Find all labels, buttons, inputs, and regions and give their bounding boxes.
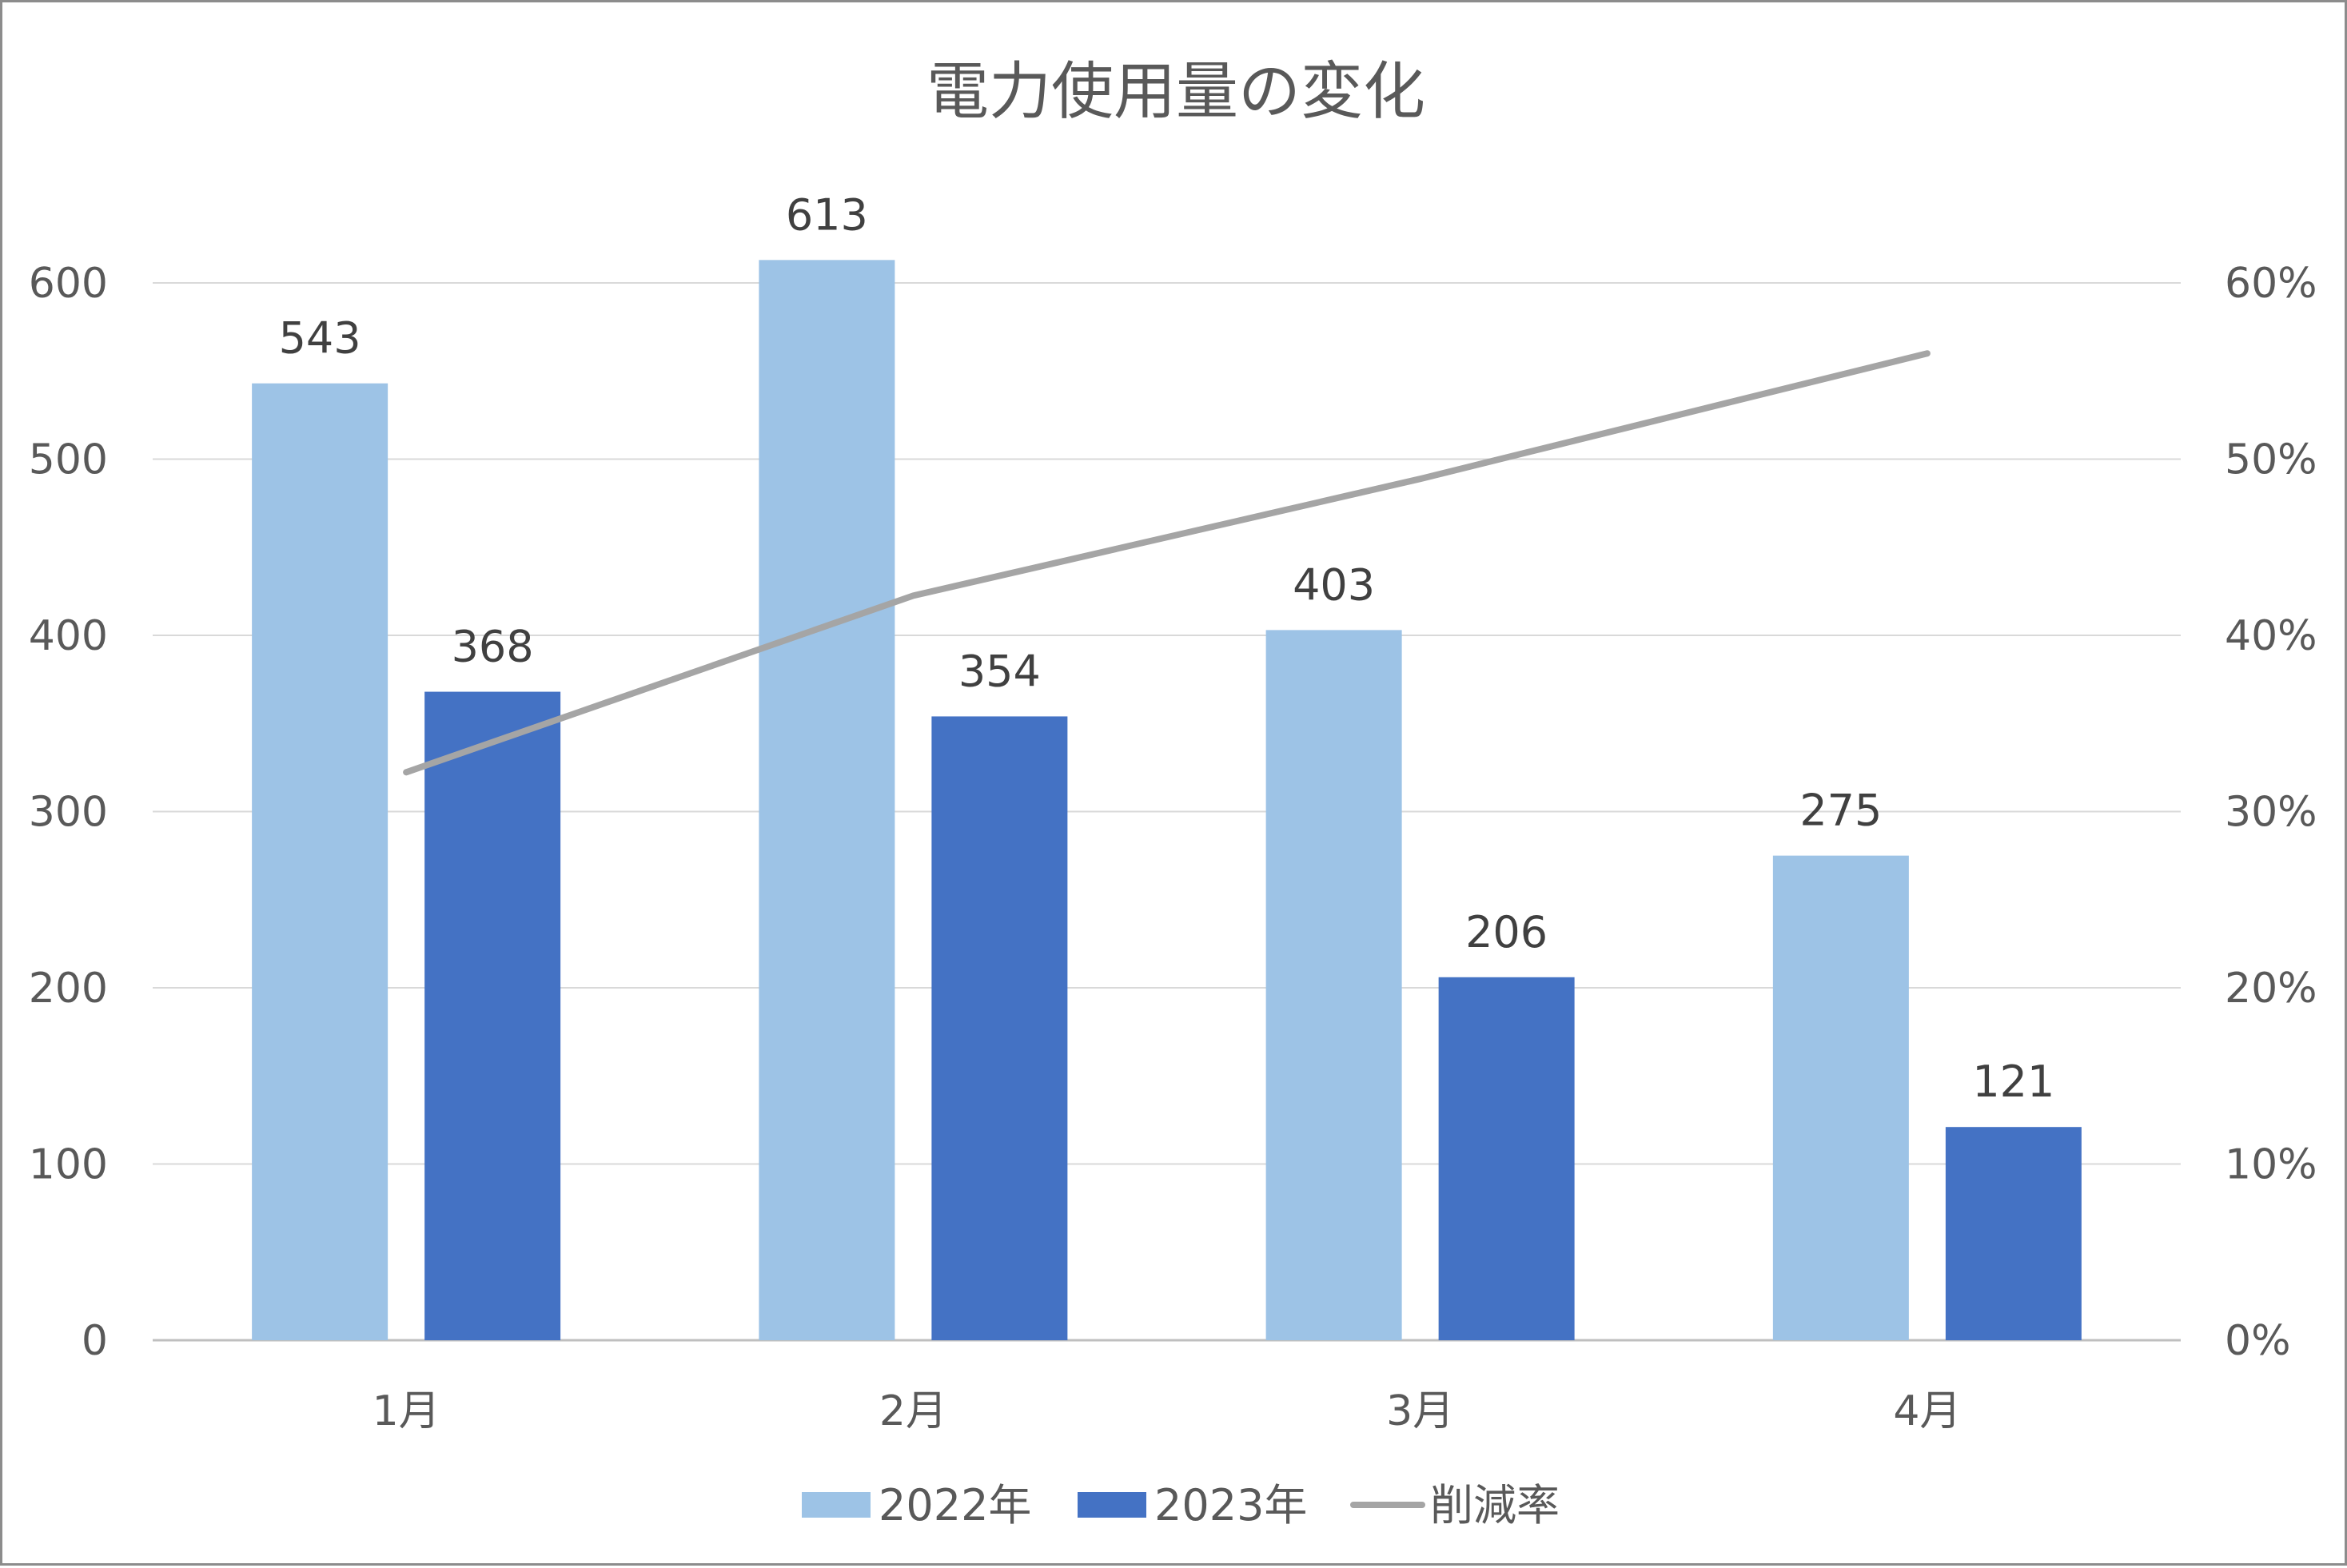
data-label: 403	[1293, 559, 1375, 610]
bar-1-4	[1772, 855, 1909, 1340]
line-series	[403, 350, 1931, 776]
category-label: 2月	[879, 1387, 947, 1435]
legend-swatch	[1078, 1492, 1146, 1518]
left-tick-label: 300	[29, 789, 108, 837]
left-tick-label: 400	[29, 612, 108, 660]
left-tick-label: 600	[29, 260, 108, 308]
bar-1-2	[759, 260, 895, 1341]
data-label: 206	[1465, 907, 1548, 957]
legend-swatch	[802, 1492, 871, 1518]
data-label: 368	[452, 622, 534, 672]
right-tick-label: 20%	[2225, 965, 2317, 1013]
left-tick-label: 200	[29, 965, 108, 1013]
right-tick-label: 0%	[2225, 1317, 2291, 1365]
category-label: 4月	[1893, 1387, 1961, 1435]
bars	[252, 260, 2082, 1341]
left-axis-ticks: 0 100 200 300 400 500 600	[29, 260, 108, 1365]
bar-2-2	[931, 716, 1068, 1340]
legend-label: 2023年	[1154, 1480, 1307, 1530]
bar-1-1	[252, 383, 389, 1340]
left-tick-label: 500	[29, 436, 108, 484]
legend: 2022年 2023年 削減率	[802, 1480, 1560, 1530]
left-tick-label: 100	[29, 1141, 108, 1189]
legend-label: 削減率	[1430, 1480, 1560, 1530]
data-label: 275	[1799, 786, 1882, 836]
data-labels: 543 368 613 354 403 206 275 121	[279, 189, 2055, 1107]
category-label: 3月	[1386, 1387, 1454, 1435]
data-label: 613	[786, 189, 868, 240]
line-reduction-rate	[403, 350, 1931, 776]
category-axis-labels: 1月 2月 3月 4月	[373, 1387, 1962, 1435]
left-tick-label: 0	[82, 1317, 108, 1365]
bar-1-3	[1265, 630, 1402, 1340]
bar-2-3	[1438, 977, 1575, 1340]
right-axis-ticks: 0% 10% 20% 30% 40% 50% 60%	[2225, 260, 2317, 1365]
legend-label: 2022年	[879, 1480, 1031, 1530]
data-label: 543	[279, 313, 361, 364]
right-tick-label: 60%	[2225, 260, 2317, 308]
data-label: 354	[958, 646, 1041, 696]
bar-2-1	[424, 691, 561, 1340]
category-label: 1月	[373, 1387, 440, 1435]
right-tick-label: 30%	[2225, 789, 2317, 837]
right-tick-label: 10%	[2225, 1141, 2317, 1189]
data-label: 121	[1972, 1057, 2054, 1107]
chart-title: 電力使用量の変化	[926, 56, 1425, 128]
bar-2-4	[1945, 1127, 2082, 1340]
right-tick-label: 40%	[2225, 612, 2317, 660]
right-tick-label: 50%	[2225, 436, 2317, 484]
